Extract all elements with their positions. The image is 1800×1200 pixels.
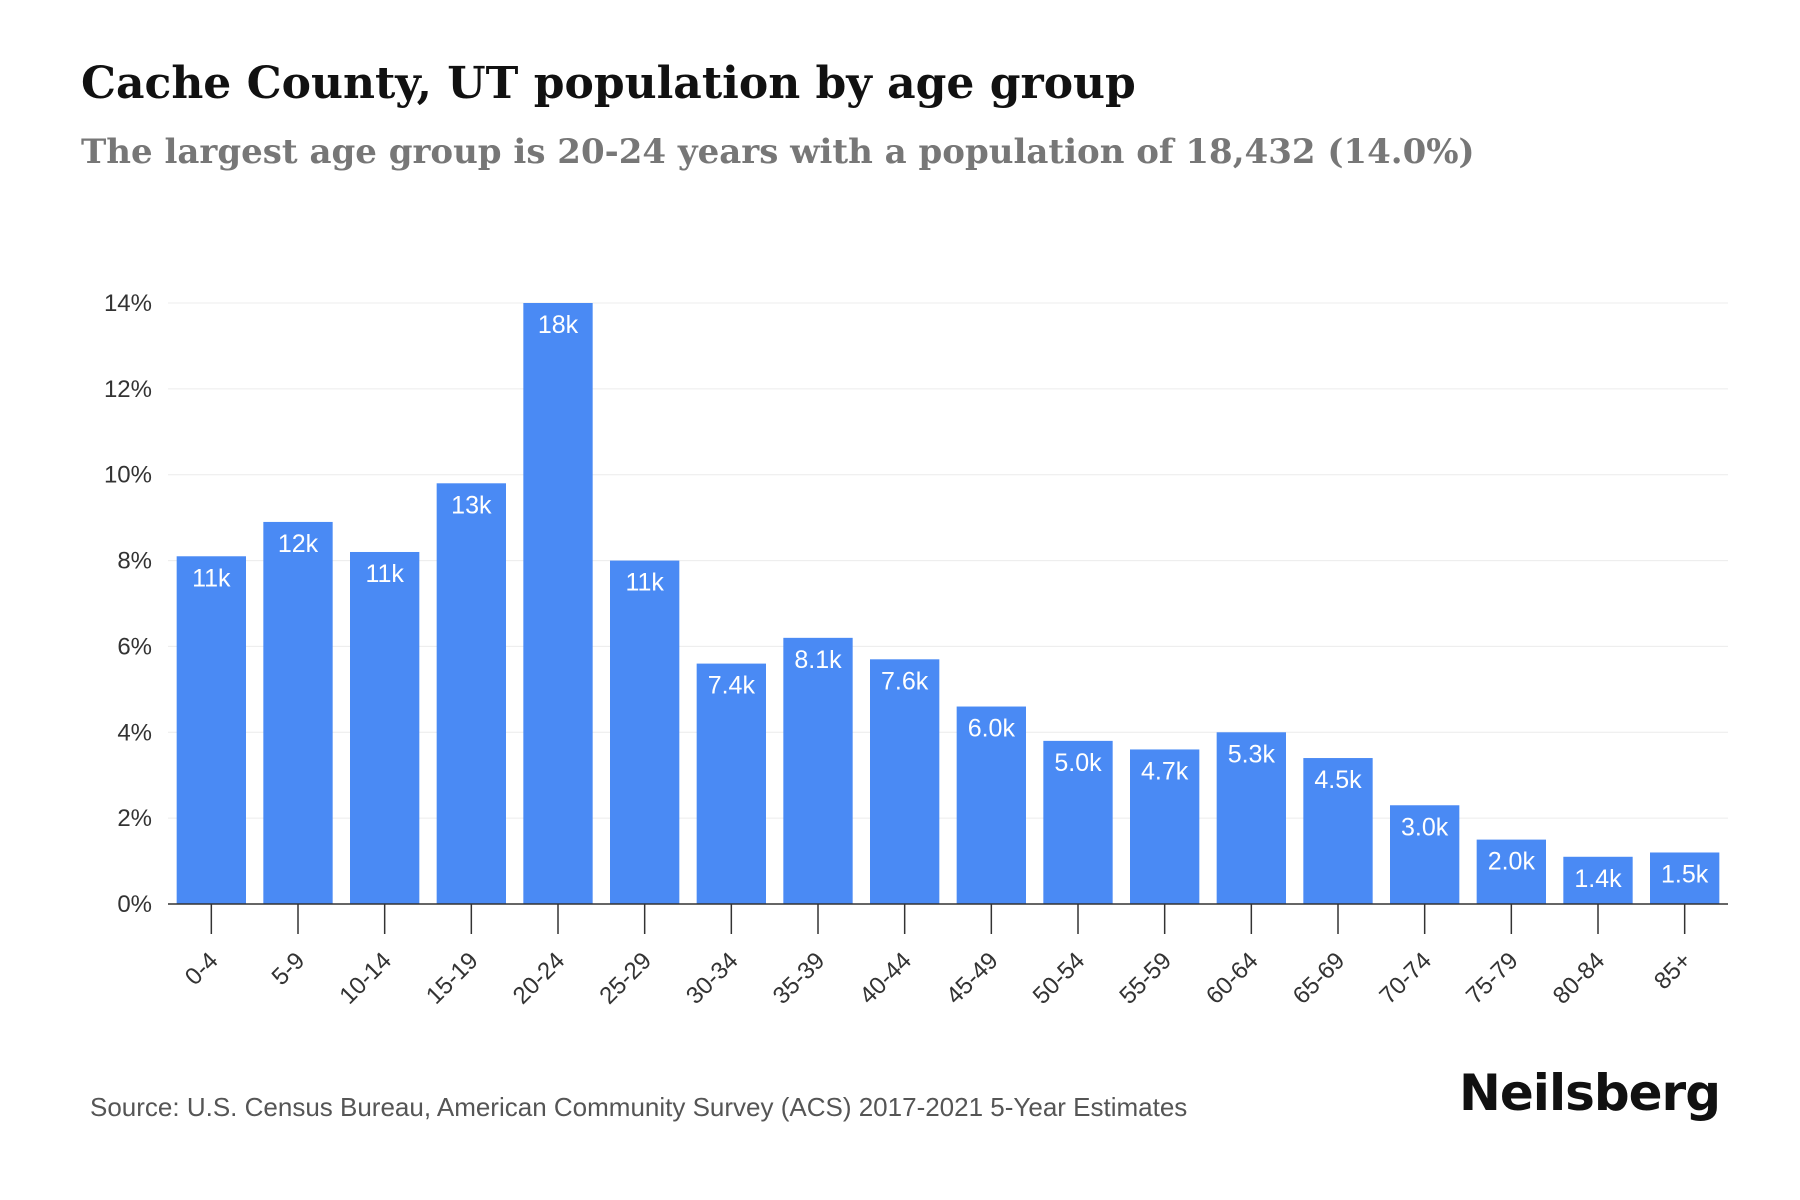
y-axis: 0% 2% 4% 6% 8% 10% 12% 14%: [104, 290, 152, 918]
bar-85+: [1650, 852, 1720, 904]
data-label: 8.1k: [794, 646, 842, 674]
x-tick-label: 5-9: [267, 947, 311, 991]
chart-title: Cache County, UT population by age group: [81, 58, 1136, 109]
bar-5-9: [263, 521, 333, 904]
x-tick-label: 55-59: [1114, 947, 1177, 1010]
bar-0-4: [176, 556, 246, 904]
bar-80-84: [1563, 856, 1633, 904]
bar-20-24: [523, 303, 593, 904]
gridlines: [168, 302, 1728, 819]
y-tick-label: 8%: [117, 548, 152, 575]
x-tick-label: 10-14: [334, 947, 397, 1010]
data-label: 7.6k: [881, 667, 929, 695]
bar-40-44: [870, 659, 940, 904]
x-tick-label: 60-64: [1201, 947, 1264, 1010]
y-tick-label: 10%: [104, 462, 152, 489]
bars: 11k 12k 11k 13k 18k 11k 7.4k 8.1k 7.6k 6.0k 5.0k 4.…: [176, 303, 1720, 904]
y-tick-label: 12%: [104, 376, 152, 403]
x-tick-label: 75-79: [1461, 947, 1524, 1010]
bar-75-79: [1476, 839, 1546, 904]
chart-subtitle: The largest age group is 20-24 years wit…: [81, 132, 1475, 172]
data-label: 11k: [625, 569, 664, 597]
data-label: 3.0k: [1401, 813, 1449, 841]
x-tick-label: 0-4: [180, 947, 224, 991]
bar-50-54: [1043, 740, 1113, 904]
x-tick-label: 40-44: [854, 947, 917, 1010]
source-note: Source: U.S. Census Bureau, American Com…: [90, 1092, 1188, 1122]
x-tick-label: 35-39: [768, 947, 831, 1010]
data-label: 4.7k: [1141, 757, 1189, 785]
x-tick-label: 25-29: [594, 947, 657, 1010]
bar-65-69: [1303, 758, 1373, 904]
x-tick-label: 80-84: [1548, 947, 1611, 1010]
bar-60-64: [1216, 732, 1286, 904]
x-tick-label: 85+: [1649, 947, 1697, 995]
x-tick-label: 50-54: [1028, 947, 1091, 1010]
x-tick-label: 45-49: [941, 947, 1004, 1010]
data-label: 13k: [451, 491, 492, 519]
bar-15-19: [436, 483, 506, 904]
data-label: 1.4k: [1574, 865, 1622, 893]
bar-25-29: [610, 560, 680, 904]
x-tick-label: 20-24: [508, 947, 571, 1010]
bar-55-59: [1130, 749, 1200, 904]
data-label: 2.0k: [1488, 848, 1536, 876]
y-tick-label: 2%: [117, 805, 152, 832]
x-axis: 0-4 5-9 10-14 15-19 20-24 25-29 30-34 35-39 40-4…: [168, 903, 1728, 1010]
bar-30-34: [696, 663, 766, 904]
brand-logo: Neilsberg: [1459, 1064, 1721, 1122]
data-label: 7.4k: [708, 672, 756, 700]
bar-10-14: [350, 551, 420, 904]
data-label: 5.3k: [1228, 740, 1276, 768]
data-label: 12k: [278, 530, 319, 558]
bar-70-74: [1390, 805, 1460, 904]
x-tick-label: 30-34: [681, 947, 744, 1010]
bar-45-49: [956, 706, 1026, 904]
x-tick-label: 15-19: [421, 947, 484, 1010]
bar-35-39: [783, 637, 853, 904]
data-label: 11k: [365, 560, 404, 588]
data-label: 11k: [192, 564, 231, 592]
x-tick-label: 65-69: [1288, 947, 1351, 1010]
data-label: 18k: [538, 311, 579, 339]
y-tick-label: 0%: [117, 891, 152, 918]
x-tick-label: 70-74: [1374, 947, 1437, 1010]
data-label: 1.5k: [1661, 860, 1709, 888]
y-tick-label: 6%: [117, 633, 152, 660]
data-label: 5.0k: [1054, 749, 1102, 777]
y-tick-label: 14%: [104, 290, 152, 317]
y-tick-label: 4%: [117, 719, 152, 746]
data-label: 4.5k: [1314, 766, 1362, 794]
data-label: 6.0k: [968, 715, 1016, 743]
